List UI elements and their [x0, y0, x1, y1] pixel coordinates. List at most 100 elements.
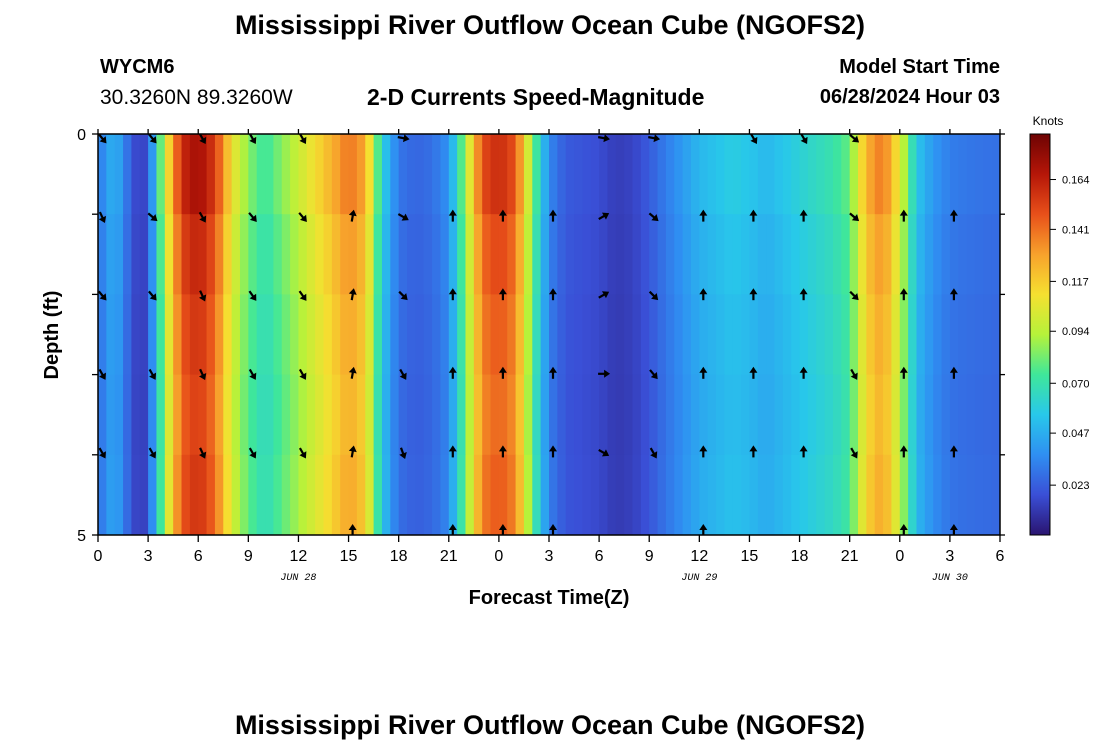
heatmap-cell: [991, 294, 1000, 376]
heatmap-cell: [407, 294, 416, 376]
heatmap-cell: [557, 134, 567, 215]
heatmap-cell: [131, 294, 141, 376]
heatmap-cell: [665, 454, 675, 535]
current-vector-arrow: [648, 212, 659, 222]
heatmap-cell: [958, 454, 968, 535]
heatmap-cell: [565, 454, 575, 535]
heatmap-cell: [507, 294, 517, 376]
heatmap-cell: [716, 214, 725, 295]
heatmap-cell: [841, 294, 851, 376]
heatmap-cell: [148, 374, 158, 456]
heatmap-cell: [532, 294, 542, 376]
heatmap-cell: [632, 374, 642, 456]
heatmap-cell: [933, 294, 943, 376]
x-tick-label: 0: [895, 548, 904, 565]
heatmap-cell: [290, 134, 300, 215]
heatmap-cell: [106, 214, 116, 295]
heatmap-cell: [398, 454, 408, 535]
heatmap-cell: [498, 294, 508, 376]
current-vector-arrow: [597, 134, 610, 143]
heatmap-cell: [732, 454, 742, 535]
current-vector-arrow: [699, 445, 708, 458]
current-vector-arrow: [498, 366, 507, 379]
colorbar-tick-label: 0.141: [1062, 224, 1090, 236]
heatmap-cell: [632, 294, 642, 376]
heatmap-cell: [640, 134, 650, 215]
heatmap-cell: [891, 454, 901, 535]
heatmap-cell: [640, 374, 650, 456]
current-vector-arrow: [198, 211, 207, 223]
heatmap-cell: [114, 374, 124, 456]
heatmap-cell: [331, 294, 341, 376]
heatmap-cell: [858, 374, 867, 456]
heatmap-cell: [340, 214, 350, 295]
heatmap-cell: [699, 134, 709, 215]
current-vector-arrow: [147, 212, 158, 222]
heatmap-cell: [407, 214, 416, 295]
heatmap-cell: [849, 134, 859, 215]
heatmap-cell: [248, 454, 258, 535]
heatmap-cell: [298, 374, 308, 456]
heatmap-cell: [407, 134, 416, 215]
heatmap-cell: [615, 134, 625, 215]
heatmap-cell: [156, 374, 166, 456]
heatmap-cell: [716, 134, 725, 215]
x-tick-label: 6: [194, 548, 203, 565]
heatmap-cell: [532, 374, 542, 456]
heatmap-cell: [974, 374, 984, 456]
heatmap-cell: [473, 214, 483, 295]
heatmap-cell: [799, 294, 809, 376]
heatmap-cell: [716, 294, 725, 376]
date-label: JUN 29: [681, 573, 717, 584]
x-tick-label: 3: [945, 548, 954, 565]
heatmap-cell: [490, 214, 500, 295]
heatmap-cell: [690, 134, 700, 215]
heatmap-cell: [624, 214, 634, 295]
heatmap-cell: [816, 214, 826, 295]
heatmap-cell: [164, 454, 174, 535]
heatmap-cell: [724, 214, 734, 295]
heatmap-cell: [381, 374, 391, 456]
heatmap-cell: [699, 374, 709, 456]
heatmap-cell: [523, 214, 533, 295]
heatmap-cell: [265, 134, 274, 215]
current-vector-arrow: [749, 445, 758, 458]
heatmap-cell: [273, 214, 283, 295]
heatmap-cell: [933, 214, 943, 295]
heatmap-cell: [290, 294, 300, 376]
heatmap-cell: [315, 294, 325, 376]
heatmap-cell: [440, 374, 450, 456]
heatmap-cell: [766, 374, 776, 456]
heatmap-cell: [106, 454, 116, 535]
heatmap-cell: [365, 454, 375, 535]
heatmap-cell: [832, 374, 842, 456]
heatmap-cell: [665, 294, 675, 376]
heatmap-cell: [114, 134, 124, 215]
heatmap-cell: [757, 374, 767, 456]
current-vector-arrow: [849, 290, 859, 301]
heatmap-cell: [816, 134, 826, 215]
heatmap-cell: [699, 454, 709, 535]
heatmap-cell: [941, 374, 951, 456]
heatmap-cell: [749, 454, 759, 535]
heatmap-cell: [164, 214, 174, 295]
heatmap-cell: [916, 134, 926, 215]
heatmap-cell: [465, 134, 475, 215]
current-vector-arrow: [799, 209, 808, 222]
heatmap-cell: [674, 454, 684, 535]
heatmap-cell: [281, 454, 291, 535]
second-chart-title: Mississippi River Outflow Ocean Cube (NG…: [234, 710, 866, 740]
heatmap-cell: [298, 294, 308, 376]
heatmap-cell: [398, 214, 408, 295]
current-vector-arrow: [1000, 445, 1008, 457]
heatmap-cell: [281, 214, 291, 295]
colorbar-tick-label: 0.164: [1062, 175, 1090, 187]
current-vector-arrow: [949, 288, 958, 301]
heatmap-cell: [582, 294, 592, 376]
heatmap-cell: [465, 454, 475, 535]
heatmap-cell: [924, 214, 934, 295]
heatmap-cell: [832, 134, 842, 215]
x-axis: 0 3 6 9 12 15 18 21 0 3 6 9 12 15 18 21 0 3 6 JUN 28 JUN 29 J…: [94, 129, 1005, 584]
y-tick-label: 0: [77, 127, 86, 144]
current-vector-arrow: [397, 213, 409, 221]
